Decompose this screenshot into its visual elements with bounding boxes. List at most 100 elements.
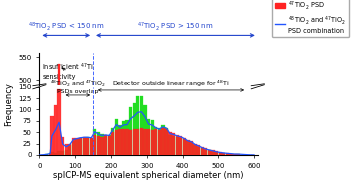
Bar	[45, 154, 48, 155]
Bar	[226, 153, 229, 155]
Bar	[115, 130, 118, 155]
Bar	[129, 107, 132, 155]
Bar	[50, 152, 54, 155]
Bar	[64, 144, 68, 155]
Bar	[100, 134, 104, 155]
Bar	[125, 129, 129, 155]
Bar	[104, 135, 107, 155]
Bar	[218, 152, 222, 155]
Bar	[168, 135, 172, 155]
Bar	[122, 129, 125, 155]
Bar	[133, 129, 136, 155]
Bar	[133, 103, 136, 155]
Bar	[57, 89, 61, 155]
Bar	[186, 141, 190, 155]
Bar	[104, 136, 107, 155]
Bar	[115, 119, 118, 155]
Bar	[218, 153, 222, 155]
Bar	[211, 150, 215, 155]
Bar	[54, 105, 57, 155]
Bar	[90, 138, 93, 155]
Bar	[76, 139, 79, 155]
Bar	[226, 154, 229, 155]
Text: Insufficient $^{47}$Ti
sensitivity: Insufficient $^{47}$Ti sensitivity	[42, 62, 93, 80]
Bar	[100, 137, 104, 155]
Bar	[118, 125, 121, 155]
Bar	[58, 64, 60, 189]
Bar	[172, 136, 175, 155]
Bar	[64, 149, 68, 155]
Bar	[54, 153, 57, 155]
Bar	[93, 135, 97, 155]
Bar	[154, 129, 158, 155]
Text: $^{47}$TiO$_2$ PSD > 150 nm: $^{47}$TiO$_2$ PSD > 150 nm	[137, 21, 214, 33]
Bar	[111, 128, 114, 155]
Bar	[72, 138, 75, 155]
Text: Detector outside linear range for $^{48}$Ti: Detector outside linear range for $^{48}…	[112, 79, 230, 89]
Bar	[211, 151, 215, 155]
Bar	[190, 142, 193, 155]
Bar	[175, 137, 179, 155]
Bar	[129, 130, 132, 155]
Bar	[140, 96, 143, 155]
Bar	[172, 133, 175, 155]
Bar	[86, 137, 90, 155]
Bar	[179, 138, 183, 155]
Bar	[136, 129, 140, 155]
Bar	[215, 152, 218, 155]
Bar	[136, 96, 140, 155]
Bar	[147, 119, 150, 155]
Bar	[229, 154, 233, 155]
Bar	[76, 138, 79, 155]
Bar	[125, 119, 129, 155]
Bar	[86, 138, 90, 155]
Bar	[72, 141, 75, 155]
Bar	[82, 137, 86, 155]
Bar	[90, 138, 93, 155]
Bar	[97, 136, 100, 155]
Bar	[57, 151, 61, 155]
Bar	[68, 145, 71, 155]
Bar	[111, 132, 114, 155]
Bar	[150, 119, 154, 155]
Bar	[161, 128, 165, 155]
Bar	[68, 144, 71, 155]
X-axis label: spICP-MS equivalent spherical diameter (nm): spICP-MS equivalent spherical diameter (…	[53, 171, 244, 180]
Bar	[93, 129, 97, 155]
Bar	[108, 135, 111, 155]
Text: Frequency: Frequency	[4, 82, 14, 126]
Bar	[158, 130, 161, 155]
Legend: $^{48}$TiO$_2$ PSD, $^{47}$TiO$_2$ PSD, $^{48}$TiO$_2$ and $^{47}$TiO$_2$
PSD co: $^{48}$TiO$_2$ PSD, $^{47}$TiO$_2$ PSD, …	[272, 0, 349, 37]
Bar	[61, 137, 64, 155]
Bar	[183, 139, 186, 155]
Text: $^{48}$TiO$_2$ PSD < 150 nm: $^{48}$TiO$_2$ PSD < 150 nm	[28, 21, 105, 33]
Bar	[222, 153, 226, 155]
Bar	[143, 105, 147, 155]
Bar	[82, 138, 86, 155]
Bar	[200, 148, 204, 155]
Bar	[79, 138, 82, 155]
Bar	[175, 135, 179, 155]
Bar	[229, 154, 233, 155]
Bar	[236, 154, 240, 155]
Bar	[179, 136, 183, 155]
Bar	[140, 128, 143, 155]
Bar	[204, 149, 208, 155]
Bar	[222, 153, 226, 155]
Bar	[161, 125, 165, 155]
Bar	[154, 127, 158, 155]
Bar	[190, 141, 193, 155]
Bar	[208, 150, 211, 155]
Bar	[143, 129, 147, 155]
Bar	[215, 151, 218, 155]
Bar	[165, 129, 168, 155]
Bar	[208, 149, 211, 155]
Bar	[193, 145, 197, 155]
Bar	[50, 116, 54, 155]
Bar	[197, 147, 200, 155]
Bar	[197, 145, 200, 155]
Bar	[150, 130, 154, 155]
Bar	[61, 151, 64, 155]
Bar	[108, 136, 111, 155]
Bar	[204, 148, 208, 155]
